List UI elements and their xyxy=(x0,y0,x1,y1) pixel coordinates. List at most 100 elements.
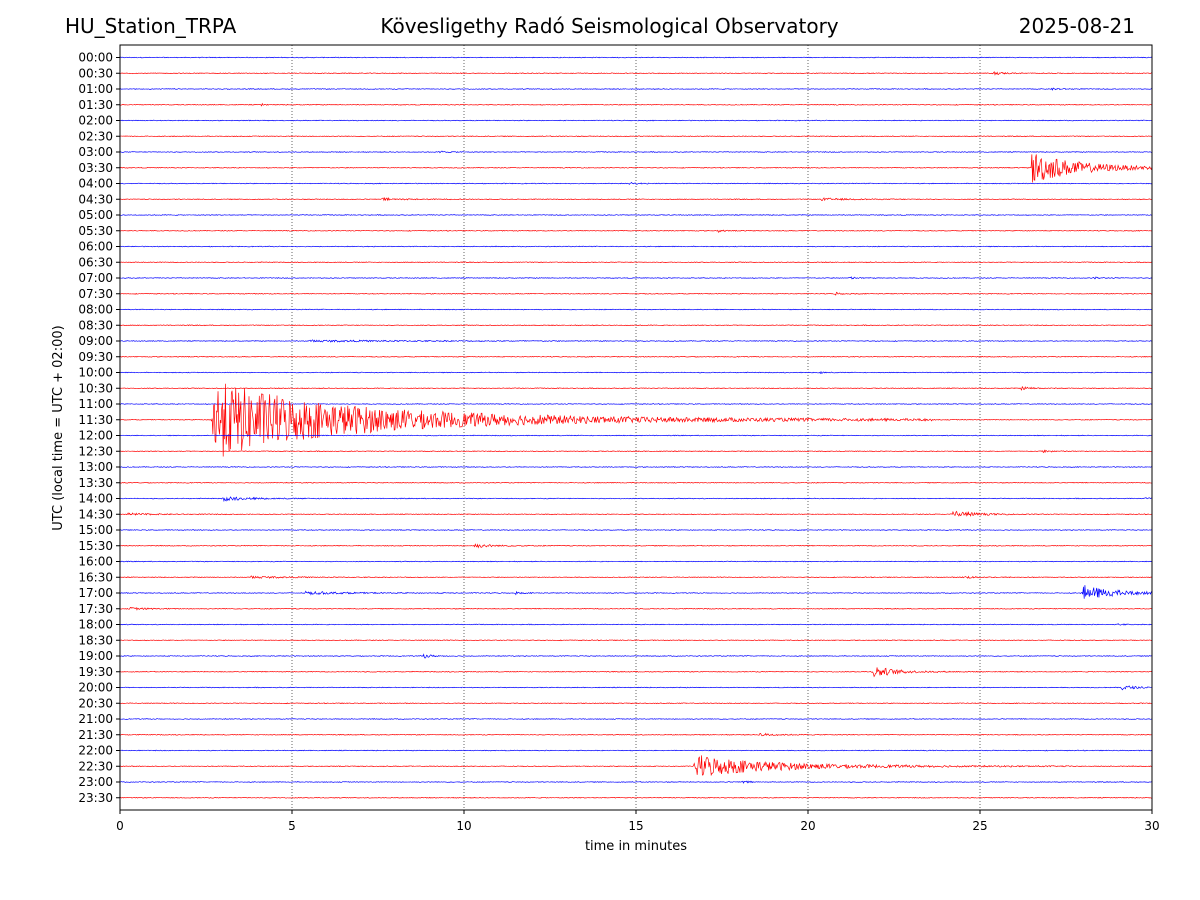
trace-line-1230 xyxy=(120,449,1152,454)
y-tick-label: 14:30 xyxy=(78,507,113,521)
y-tick-label: 04:30 xyxy=(78,192,113,206)
x-tick-label: 30 xyxy=(1144,819,1159,833)
y-tick-label: 04:00 xyxy=(78,177,113,191)
trace-line-0530 xyxy=(120,229,1152,233)
trace-line-1400 xyxy=(120,496,1152,503)
y-tick-label: 00:30 xyxy=(78,66,113,80)
x-tick-label: 20 xyxy=(800,819,815,833)
trace-line-0600 xyxy=(120,245,1152,248)
y-tick-label: 01:30 xyxy=(78,98,113,112)
trace-line-0130 xyxy=(120,102,1152,107)
trace-line-2200 xyxy=(120,749,1152,752)
y-tick-label: 17:00 xyxy=(78,586,113,600)
y-tick-label: 07:00 xyxy=(78,271,113,285)
y-tick-label: 06:00 xyxy=(78,240,113,254)
y-tick-label: 12:30 xyxy=(78,444,113,458)
y-tick-label: 21:00 xyxy=(78,712,113,726)
trace-line-2330 xyxy=(120,796,1152,799)
station-title: HU_Station_TRPA xyxy=(65,14,237,38)
trace-line-0400 xyxy=(120,181,1152,185)
x-tick-label: 25 xyxy=(972,819,987,833)
y-tick-label: 13:00 xyxy=(78,460,113,474)
trace-layer xyxy=(120,56,1152,799)
y-tick-label: 11:30 xyxy=(78,413,113,427)
y-tick-label: 21:30 xyxy=(78,728,113,742)
trace-line-0030 xyxy=(120,71,1152,76)
y-tick-label: 02:00 xyxy=(78,114,113,128)
y-tick-label: 00:00 xyxy=(78,51,113,65)
trace-line-0800 xyxy=(120,308,1152,311)
trace-line-0630 xyxy=(120,261,1152,264)
x-axis-ticks: 0 5 10 15 20 25 30 xyxy=(116,810,1160,833)
trace-line-1830 xyxy=(120,639,1152,642)
trace-line-1430 xyxy=(120,510,1152,517)
x-axis-label: time in minutes xyxy=(585,839,687,854)
trace-line-0700 xyxy=(120,276,1152,280)
y-tick-label: 01:00 xyxy=(78,82,113,96)
trace-line-2230 xyxy=(120,755,1152,777)
trace-line-0900 xyxy=(120,339,1152,343)
y-tick-label: 07:30 xyxy=(78,287,113,301)
y-tick-label: 16:00 xyxy=(78,555,113,569)
y-tick-label: 05:30 xyxy=(78,224,113,238)
y-tick-label: 12:00 xyxy=(78,429,113,443)
y-tick-label: 18:00 xyxy=(78,618,113,632)
trace-line-0330 xyxy=(120,154,1152,183)
y-tick-label: 19:00 xyxy=(78,649,113,663)
trace-line-1630 xyxy=(120,575,1152,580)
trace-line-0500 xyxy=(120,214,1152,216)
trace-line-1800 xyxy=(120,623,1152,626)
trace-line-0730 xyxy=(120,291,1152,296)
x-tick-label: 10 xyxy=(456,819,471,833)
observatory-title: Kövesligethy Radó Seismological Observat… xyxy=(380,14,839,38)
trace-line-2030 xyxy=(120,702,1152,705)
trace-line-0300 xyxy=(120,150,1152,154)
y-tick-label: 10:30 xyxy=(78,381,113,395)
y-tick-label: 13:30 xyxy=(78,476,113,490)
trace-line-0430 xyxy=(120,196,1152,202)
trace-line-2100 xyxy=(120,718,1152,720)
trace-line-2300 xyxy=(120,780,1152,784)
y-tick-label: 06:30 xyxy=(78,255,113,269)
trace-line-0830 xyxy=(120,324,1152,327)
y-tick-label: 03:00 xyxy=(78,145,113,159)
y-tick-label: 22:30 xyxy=(78,759,113,773)
trace-line-1000 xyxy=(120,370,1152,375)
y-tick-label: 23:00 xyxy=(78,775,113,789)
y-tick-label: 23:30 xyxy=(78,791,113,805)
y-tick-label: 20:00 xyxy=(78,681,113,695)
y-tick-label: 03:30 xyxy=(78,161,113,175)
y-tick-label: 02:30 xyxy=(78,129,113,143)
y-tick-label: 17:30 xyxy=(78,602,113,616)
trace-line-1730 xyxy=(120,606,1152,611)
trace-line-0200 xyxy=(120,119,1152,122)
trace-line-1030 xyxy=(120,385,1152,391)
trace-line-1930 xyxy=(120,667,1152,678)
trace-line-1330 xyxy=(120,481,1152,484)
y-tick-label: 09:00 xyxy=(78,334,113,348)
y-tick-label: 22:00 xyxy=(78,744,113,758)
y-tick-label: 05:00 xyxy=(78,208,113,222)
trace-line-2000 xyxy=(120,685,1152,691)
trace-line-0230 xyxy=(120,135,1152,138)
y-axis-label: UTC (local time = UTC + 02:00) xyxy=(51,325,66,530)
y-tick-label: 15:30 xyxy=(78,539,113,553)
y-tick-label: 16:30 xyxy=(78,570,113,584)
y-tick-label: 18:30 xyxy=(78,633,113,647)
trace-line-0930 xyxy=(120,355,1152,358)
trace-line-1900 xyxy=(120,653,1152,659)
y-tick-label: 15:00 xyxy=(78,523,113,537)
date-title: 2025-08-21 xyxy=(1018,14,1135,38)
y-tick-label: 20:30 xyxy=(78,696,113,710)
y-tick-label: 08:30 xyxy=(78,318,113,332)
y-tick-label: 11:00 xyxy=(78,397,113,411)
x-tick-label: 0 xyxy=(116,819,124,833)
y-tick-label: 09:30 xyxy=(78,350,113,364)
trace-line-1200 xyxy=(120,434,1152,437)
y-tick-label: 14:00 xyxy=(78,492,113,506)
y-tick-label: 10:00 xyxy=(78,366,113,380)
trace-line-1100 xyxy=(120,403,1152,405)
trace-line-1600 xyxy=(120,560,1152,563)
